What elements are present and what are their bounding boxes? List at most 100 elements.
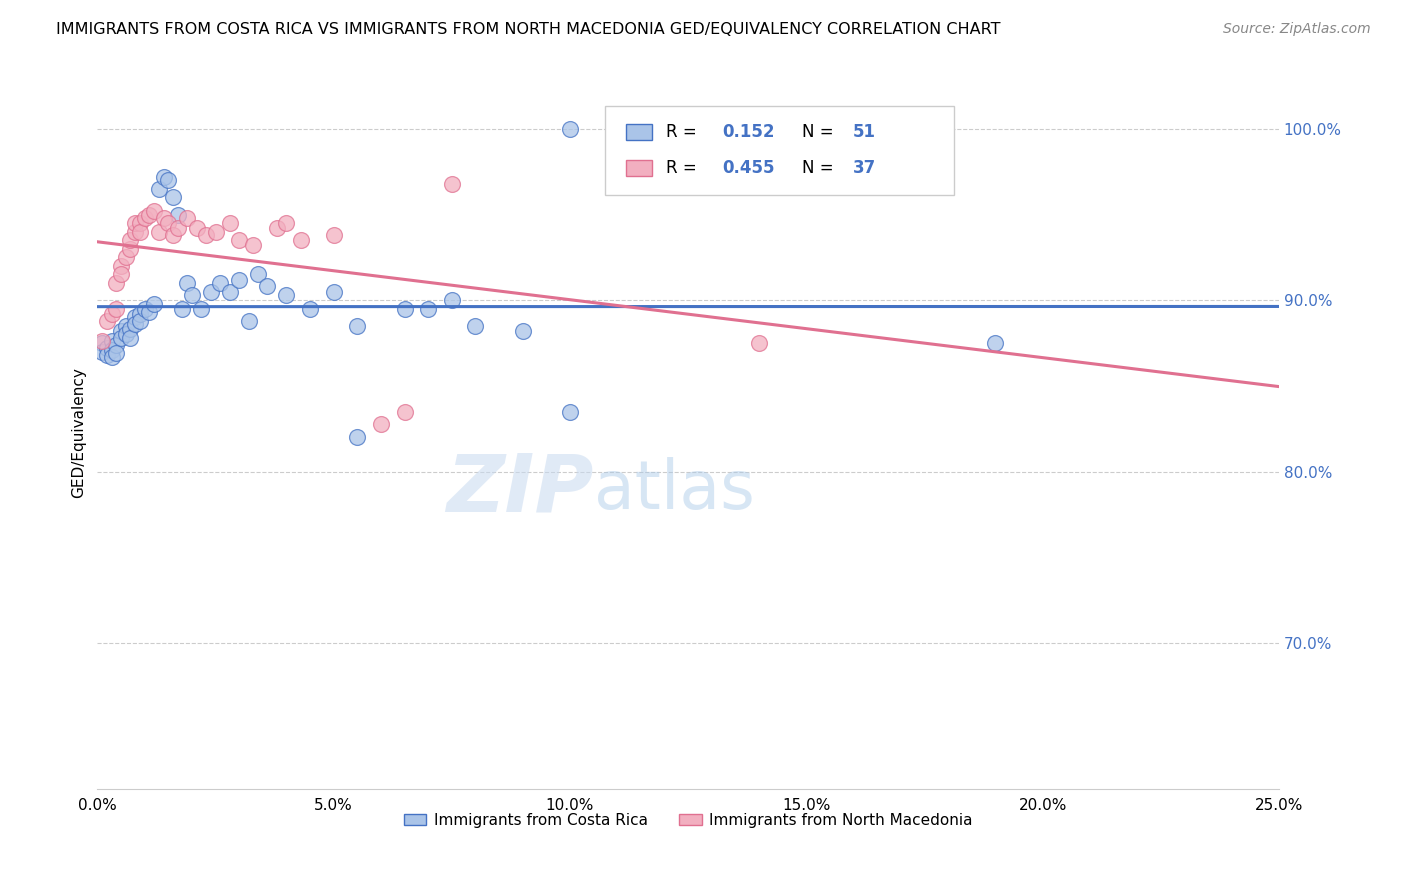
Point <box>242 238 264 252</box>
Point <box>190 301 212 316</box>
Point <box>105 276 128 290</box>
Point <box>157 173 180 187</box>
Point <box>105 301 128 316</box>
Point <box>166 207 188 221</box>
Text: R =: R = <box>665 159 702 177</box>
Point <box>162 190 184 204</box>
Point <box>172 301 194 316</box>
Text: N =: N = <box>801 123 838 141</box>
Point <box>394 301 416 316</box>
Point <box>180 288 202 302</box>
Point <box>152 211 174 225</box>
Point <box>228 233 250 247</box>
Point <box>96 341 118 355</box>
Text: 51: 51 <box>852 123 876 141</box>
Point <box>346 318 368 333</box>
Y-axis label: GED/Equivalency: GED/Equivalency <box>72 368 86 499</box>
Point <box>256 279 278 293</box>
Point <box>110 259 132 273</box>
Point <box>200 285 222 299</box>
Point <box>124 310 146 325</box>
Point <box>266 221 288 235</box>
Point <box>105 337 128 351</box>
Point <box>322 285 344 299</box>
Point <box>100 307 122 321</box>
Point <box>120 322 142 336</box>
Point <box>148 182 170 196</box>
Point <box>128 216 150 230</box>
Point <box>120 331 142 345</box>
Point <box>124 225 146 239</box>
Point <box>91 336 114 351</box>
Legend: Immigrants from Costa Rica, Immigrants from North Macedonia: Immigrants from Costa Rica, Immigrants f… <box>398 807 979 834</box>
Point <box>322 228 344 243</box>
Text: IMMIGRANTS FROM COSTA RICA VS IMMIGRANTS FROM NORTH MACEDONIA GED/EQUIVALENCY CO: IMMIGRANTS FROM COSTA RICA VS IMMIGRANTS… <box>56 22 1001 37</box>
Point <box>100 334 122 349</box>
Point <box>124 317 146 331</box>
Point <box>114 251 136 265</box>
Point <box>247 268 270 282</box>
Point <box>299 301 322 316</box>
Point <box>218 285 240 299</box>
Point <box>440 177 463 191</box>
Point <box>204 225 226 239</box>
FancyBboxPatch shape <box>626 160 651 176</box>
Point <box>228 272 250 286</box>
Point <box>152 169 174 184</box>
Point <box>110 331 132 345</box>
Point <box>984 336 1007 351</box>
Point <box>105 346 128 360</box>
Point <box>120 242 142 256</box>
Point <box>558 404 581 418</box>
Point <box>114 327 136 342</box>
Text: 37: 37 <box>852 159 876 177</box>
Text: R =: R = <box>665 123 702 141</box>
Point <box>748 336 770 351</box>
Point <box>276 216 298 230</box>
Point <box>124 216 146 230</box>
FancyBboxPatch shape <box>606 106 955 194</box>
Point <box>195 228 218 243</box>
Point <box>128 314 150 328</box>
Point <box>346 430 368 444</box>
Point <box>238 314 260 328</box>
Point <box>512 324 534 338</box>
Text: Source: ZipAtlas.com: Source: ZipAtlas.com <box>1223 22 1371 37</box>
Point <box>148 225 170 239</box>
Point <box>162 228 184 243</box>
Point <box>110 324 132 338</box>
Point <box>176 276 198 290</box>
Point <box>370 417 392 431</box>
Point <box>418 301 440 316</box>
Point <box>176 211 198 225</box>
Point <box>464 318 486 333</box>
Point <box>128 307 150 321</box>
Point <box>143 296 166 310</box>
Text: 0.455: 0.455 <box>723 159 775 177</box>
Point <box>218 216 240 230</box>
Point <box>157 216 180 230</box>
Text: ZIP: ZIP <box>446 450 593 529</box>
Point <box>558 121 581 136</box>
Point <box>100 350 122 364</box>
Point <box>110 268 132 282</box>
FancyBboxPatch shape <box>626 124 651 140</box>
Point <box>276 288 298 302</box>
Point <box>290 233 312 247</box>
Point <box>138 305 160 319</box>
Point <box>120 233 142 247</box>
Text: 0.152: 0.152 <box>723 123 775 141</box>
Point <box>186 221 208 235</box>
Text: atlas: atlas <box>593 457 755 523</box>
Point <box>100 343 122 357</box>
Point <box>114 318 136 333</box>
Point <box>96 348 118 362</box>
Point <box>143 204 166 219</box>
Point <box>134 301 156 316</box>
Point <box>440 293 463 308</box>
Point <box>91 344 114 359</box>
Point <box>209 276 232 290</box>
Point <box>96 314 118 328</box>
Point <box>134 211 156 225</box>
Point <box>394 404 416 418</box>
